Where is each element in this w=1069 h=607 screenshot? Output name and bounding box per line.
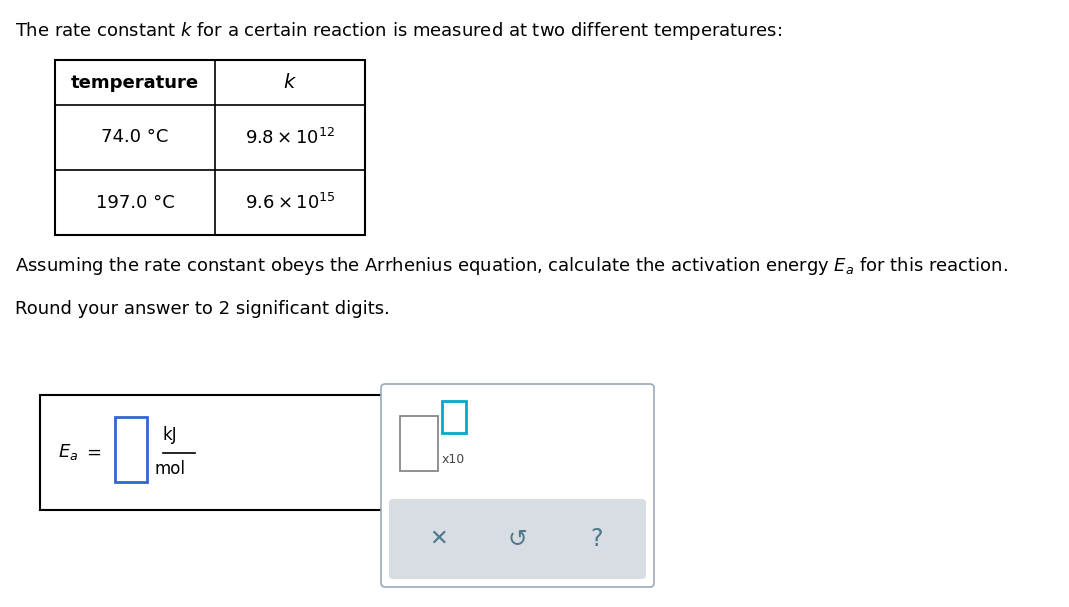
Text: Round your answer to 2 significant digits.: Round your answer to 2 significant digit… bbox=[15, 300, 390, 318]
Text: $E_a$: $E_a$ bbox=[58, 443, 78, 463]
Text: The rate constant $k$ for a certain reaction is measured at two different temper: The rate constant $k$ for a certain reac… bbox=[15, 20, 783, 42]
Text: 74.0 °C: 74.0 °C bbox=[102, 129, 169, 146]
Text: Assuming the rate constant obeys the Arrhenius equation, calculate the activatio: Assuming the rate constant obeys the Arr… bbox=[15, 255, 1008, 277]
Text: temperature: temperature bbox=[71, 73, 199, 92]
FancyBboxPatch shape bbox=[381, 384, 654, 587]
Text: 197.0 °C: 197.0 °C bbox=[95, 194, 174, 211]
Bar bbox=[400, 416, 438, 471]
Text: $9.8 \times 10^{12}$: $9.8 \times 10^{12}$ bbox=[245, 127, 335, 148]
Text: ✕: ✕ bbox=[429, 529, 447, 549]
Text: kJ: kJ bbox=[162, 427, 177, 444]
Text: $9.6 \times 10^{15}$: $9.6 \times 10^{15}$ bbox=[245, 192, 336, 212]
Text: x10: x10 bbox=[441, 453, 465, 466]
Text: ?: ? bbox=[591, 527, 603, 551]
Bar bbox=[115, 417, 148, 482]
Bar bbox=[55, 60, 365, 235]
FancyBboxPatch shape bbox=[389, 499, 646, 579]
Text: ↺: ↺ bbox=[508, 527, 527, 551]
Bar bbox=[40, 395, 385, 510]
Text: mol: mol bbox=[155, 461, 186, 478]
Bar bbox=[441, 401, 466, 433]
Text: =: = bbox=[86, 444, 100, 461]
Text: $k$: $k$ bbox=[283, 73, 297, 92]
